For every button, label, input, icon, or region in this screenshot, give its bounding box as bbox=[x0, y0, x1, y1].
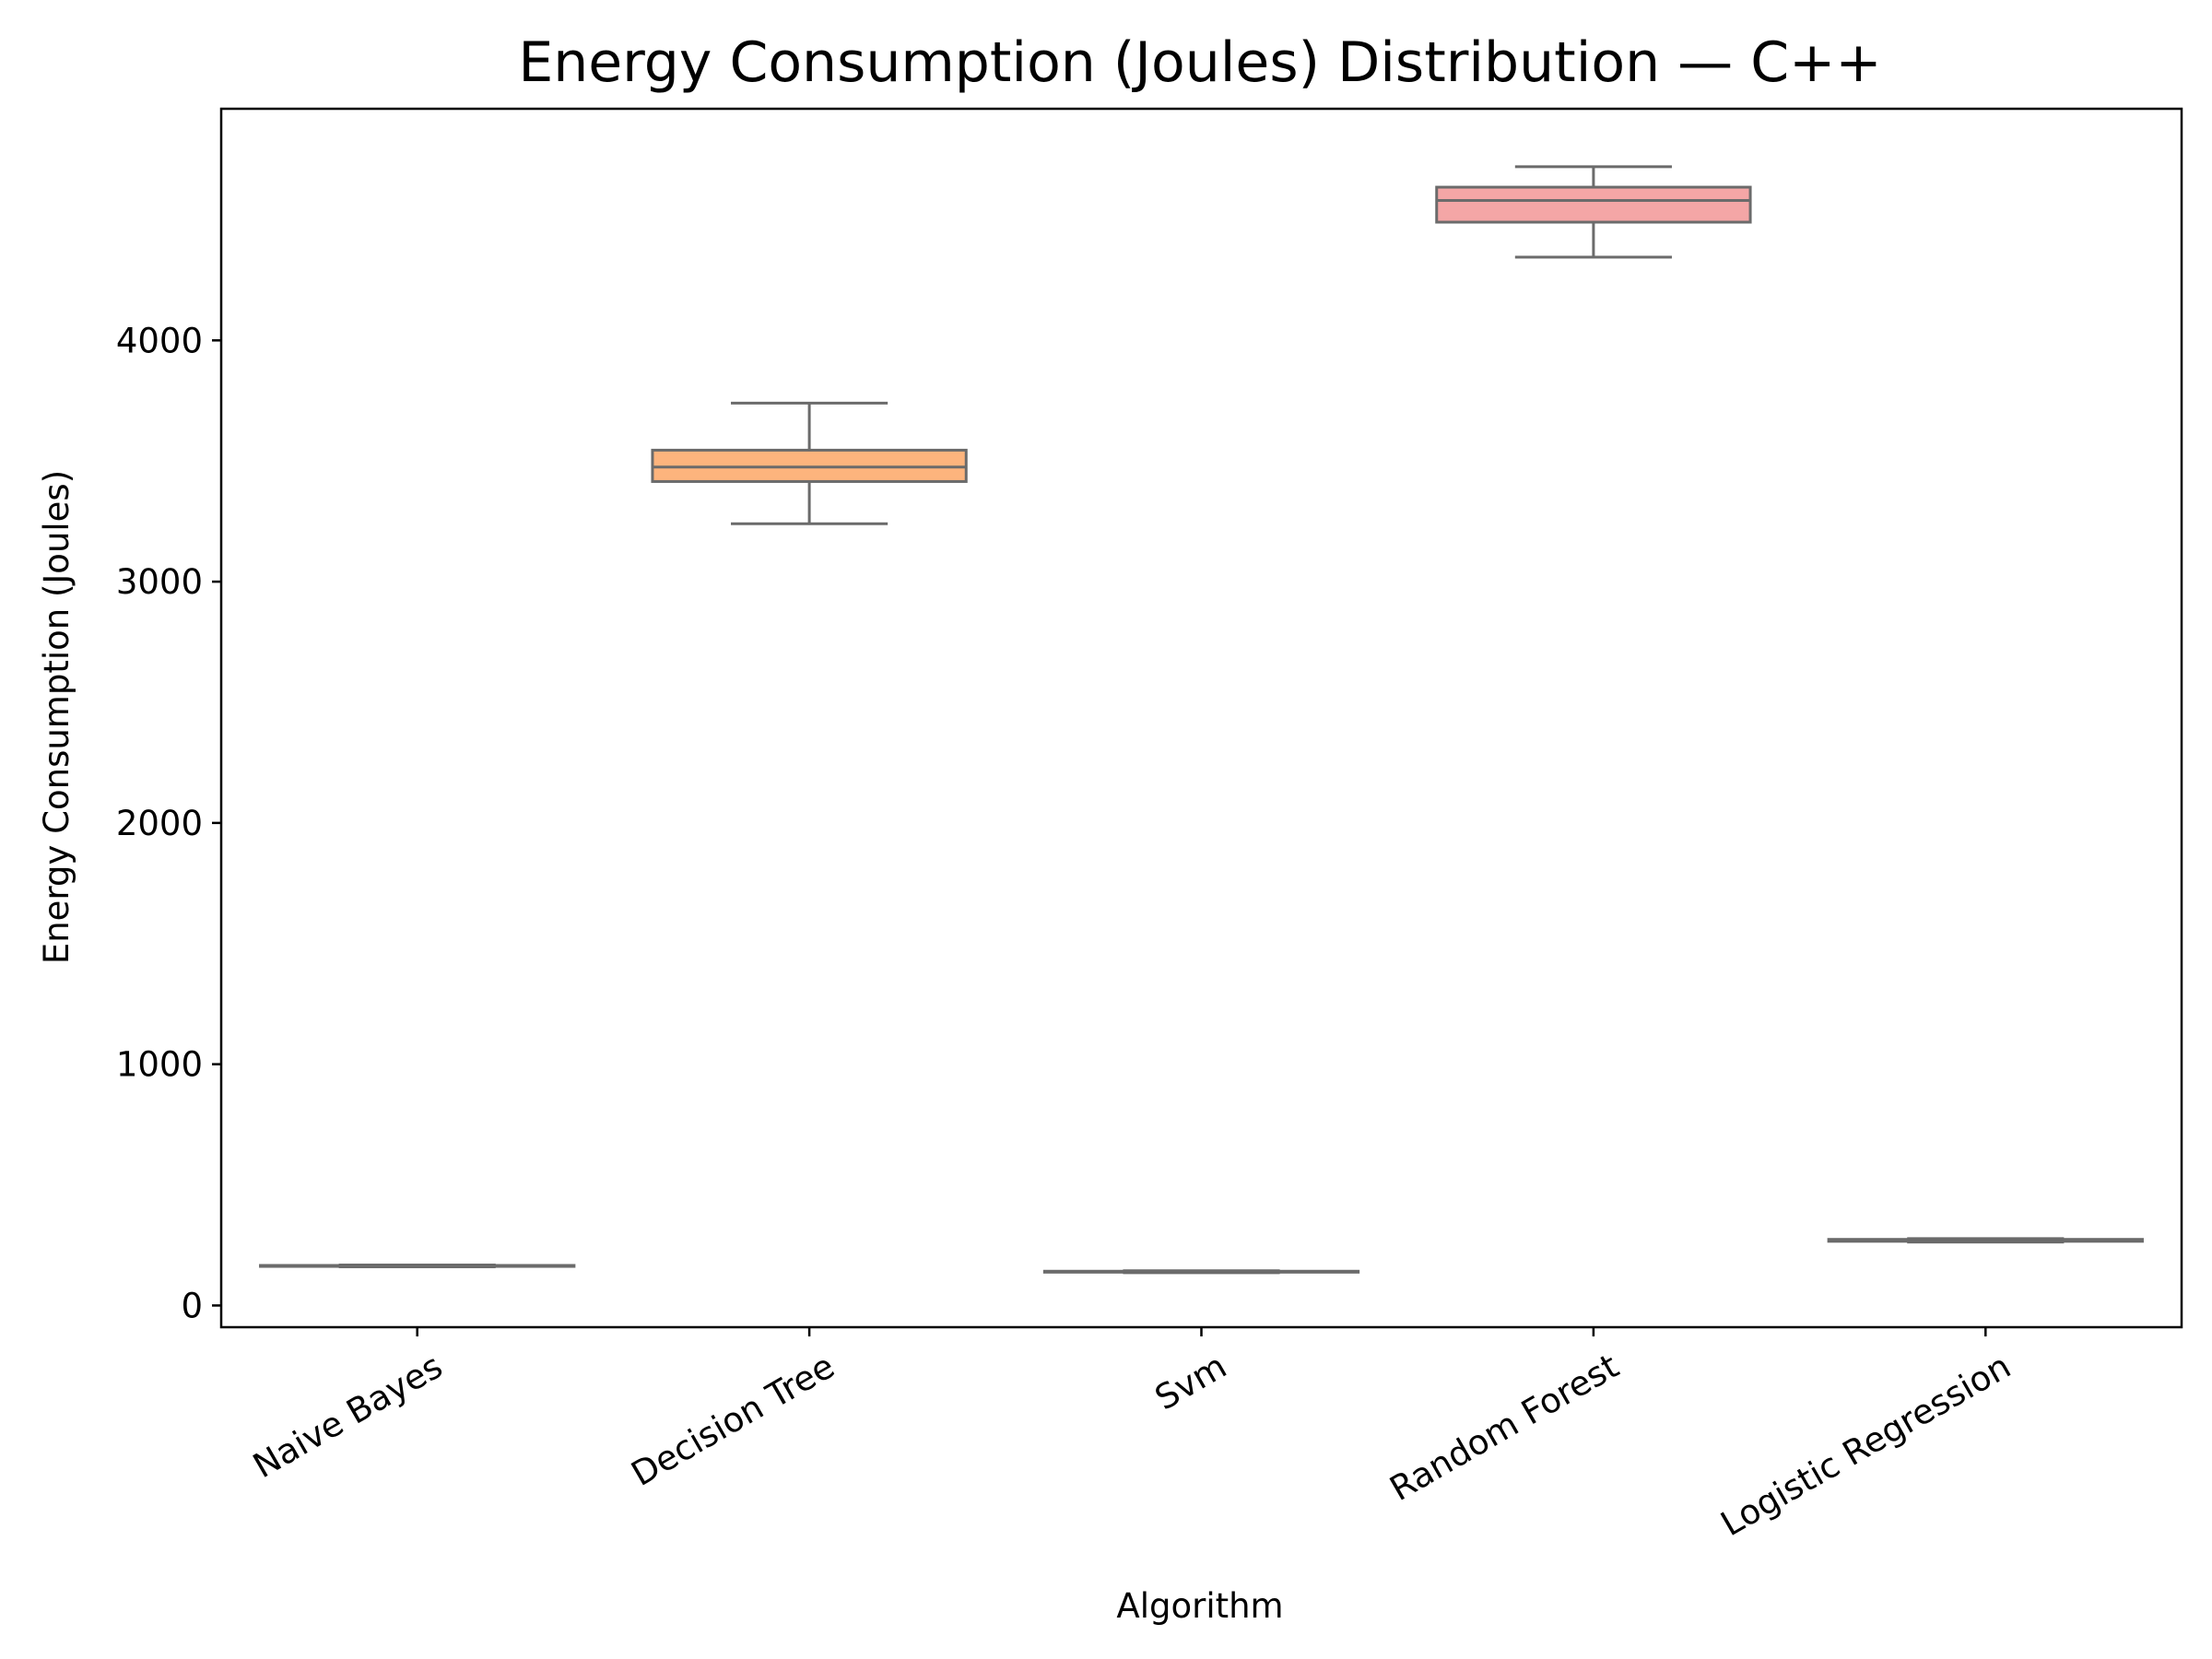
x-tick-label: Random Forest bbox=[1383, 1347, 1626, 1509]
y-tick-label: 3000 bbox=[116, 562, 203, 602]
x-tick-label: Decision Tree bbox=[625, 1347, 841, 1494]
y-tick-label: 1000 bbox=[116, 1045, 203, 1085]
y-tick-label: 2000 bbox=[116, 804, 203, 843]
plot-area bbox=[219, 107, 2183, 1329]
x-axis: Naive Bayes Decision Tree Svm Random Forest… bbox=[246, 1327, 2018, 1545]
x-tick-label: Naive Bayes bbox=[246, 1347, 449, 1487]
box-group-1 bbox=[651, 401, 968, 525]
box-group-2 bbox=[1042, 1269, 1360, 1275]
x-tick-label: Logistic Regression bbox=[1714, 1347, 2018, 1545]
iqr-box bbox=[1435, 185, 1752, 224]
y-axis-title: Energy Consumption (Joules) bbox=[37, 470, 76, 964]
chart-title: Energy Consumption (Joules) Distribution… bbox=[518, 30, 1881, 95]
box-group-0 bbox=[259, 1263, 576, 1269]
y-axis: 0 1000 2000 3000 4000 bbox=[116, 321, 221, 1325]
y-tick-label: 4000 bbox=[116, 321, 203, 360]
plot-frame bbox=[219, 107, 2183, 1329]
box-group-3 bbox=[1435, 165, 1752, 259]
box-group-4 bbox=[1827, 1237, 2144, 1244]
x-tick-label: Svm bbox=[1148, 1347, 1233, 1418]
x-axis-title: Algorithm bbox=[1116, 1586, 1283, 1626]
y-tick-label: 0 bbox=[181, 1286, 203, 1325]
